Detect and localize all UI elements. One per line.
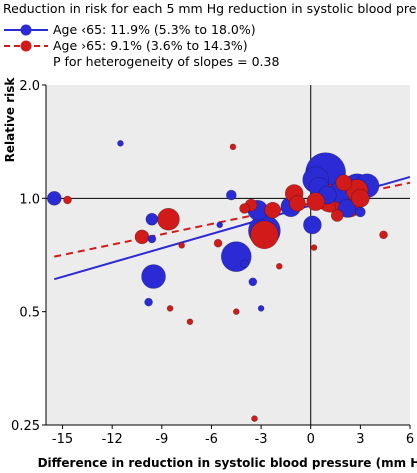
point-over65 [330, 209, 344, 222]
legend-marker-over65 [20, 40, 32, 52]
point-over65 [275, 262, 283, 270]
x-tick-label: 0 [307, 432, 315, 447]
point-under65 [147, 234, 157, 244]
chart-title: Reduction in risk for each 5 mm Hg reduc… [3, 1, 417, 16]
point-under65 [226, 189, 237, 201]
point-over65 [232, 308, 240, 315]
x-axis-label: Difference in reduction in systolic bloo… [38, 456, 417, 470]
point-over65 [351, 189, 370, 208]
x-tick-label: 3 [356, 432, 364, 447]
legend-label-over65: Age ›65: 9.1% (3.6% to 14.3%) [53, 38, 248, 53]
data-points [46, 140, 388, 422]
y-axis-label: Relative risk [3, 77, 17, 163]
point-over65 [250, 220, 279, 250]
legend: Age ‹65: 11.9% (5.3% to 18.0%) Age ›65: … [4, 22, 279, 69]
point-under65 [337, 199, 357, 218]
point-under65 [117, 140, 124, 147]
legend-label-under65: Age ‹65: 11.9% (5.3% to 18.0%) [53, 22, 256, 37]
point-under65 [257, 305, 265, 312]
point-over65 [289, 195, 306, 212]
point-under65 [240, 259, 249, 269]
x-tick-label: -9 [155, 432, 168, 447]
point-over65 [166, 305, 174, 312]
x-tick-label: -6 [205, 432, 218, 447]
point-over65 [157, 207, 180, 231]
point-over65 [379, 230, 388, 240]
point-over65 [306, 192, 325, 211]
point-over65 [186, 318, 194, 326]
point-over65 [264, 201, 281, 219]
point-under65 [303, 215, 322, 235]
x-tick-label: -12 [102, 432, 123, 447]
point-over65 [335, 174, 353, 192]
y-axis-ticks: 0.25 0.5 1.0 2.0 [11, 79, 46, 434]
point-over65 [134, 229, 150, 245]
x-axis-ticks: -15 -12 -9 -6 -3 0 3 6 [52, 425, 414, 447]
point-over65 [63, 195, 72, 205]
point-under65 [145, 212, 159, 226]
x-tick-label: -15 [52, 432, 73, 447]
point-over65 [239, 203, 250, 214]
point-over65 [229, 143, 237, 151]
point-over65 [178, 242, 185, 249]
point-under65 [46, 191, 62, 206]
point-under65 [141, 264, 166, 289]
point-under65 [355, 206, 366, 218]
point-over65 [310, 244, 318, 251]
point-over65 [251, 415, 258, 422]
point-under65 [144, 297, 153, 307]
y-tick-label: 0.5 [19, 306, 40, 321]
point-under65 [248, 277, 258, 287]
point-under65 [216, 221, 224, 229]
header-background [0, 0, 417, 72]
y-tick-label: 2.0 [19, 79, 40, 94]
point-over65 [213, 238, 223, 248]
y-tick-label: 1.0 [19, 192, 40, 207]
y-tick-label: 0.25 [11, 419, 40, 434]
heterogeneity-note: P for heterogeneity of slopes = 0.38 [53, 54, 279, 69]
x-tick-label: -3 [255, 432, 268, 447]
legend-marker-under65 [20, 24, 32, 36]
x-tick-label: 6 [406, 432, 414, 447]
